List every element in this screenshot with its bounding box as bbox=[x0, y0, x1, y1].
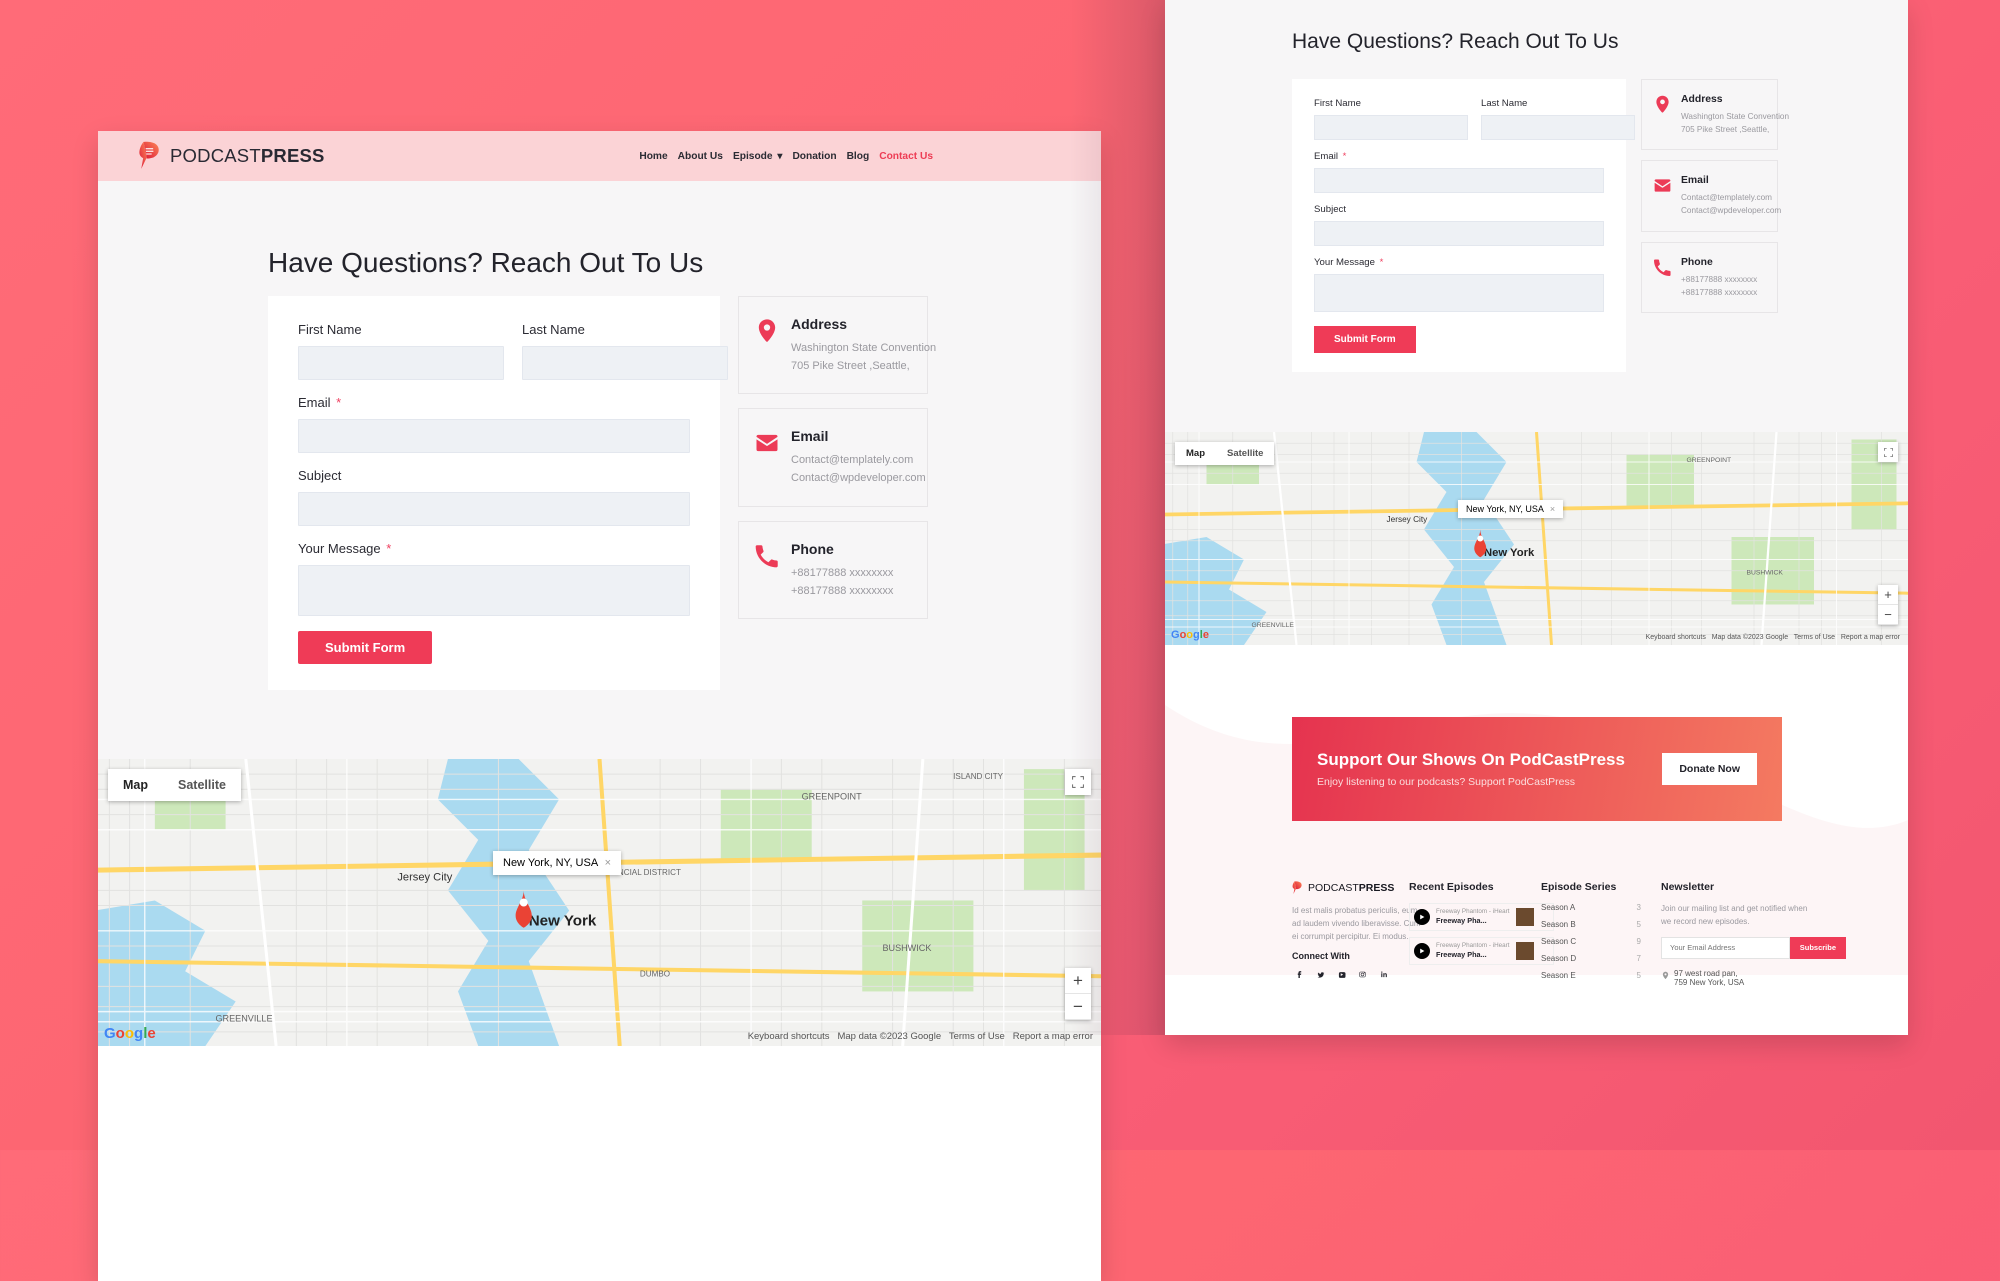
svg-text:GREENPOINT: GREENPOINT bbox=[802, 791, 862, 801]
svg-text:Jersey City: Jersey City bbox=[397, 871, 452, 883]
svg-text:New York: New York bbox=[529, 913, 597, 930]
svg-text:GREENVILLE: GREENVILLE bbox=[215, 1014, 272, 1024]
svg-text:DUMBO: DUMBO bbox=[640, 969, 670, 978]
svg-text:GREENPOINT: GREENPOINT bbox=[1687, 457, 1732, 464]
svg-text:GREENVILLE: GREENVILLE bbox=[1252, 622, 1295, 629]
svg-text:ISLAND CITY: ISLAND CITY bbox=[953, 772, 1003, 781]
svg-text:Jersey City: Jersey City bbox=[1387, 515, 1429, 524]
svg-text:BUSHWICK: BUSHWICK bbox=[882, 943, 931, 953]
svg-text:BUSHWICK: BUSHWICK bbox=[1747, 570, 1784, 577]
svg-text:New York: New York bbox=[1484, 547, 1535, 559]
